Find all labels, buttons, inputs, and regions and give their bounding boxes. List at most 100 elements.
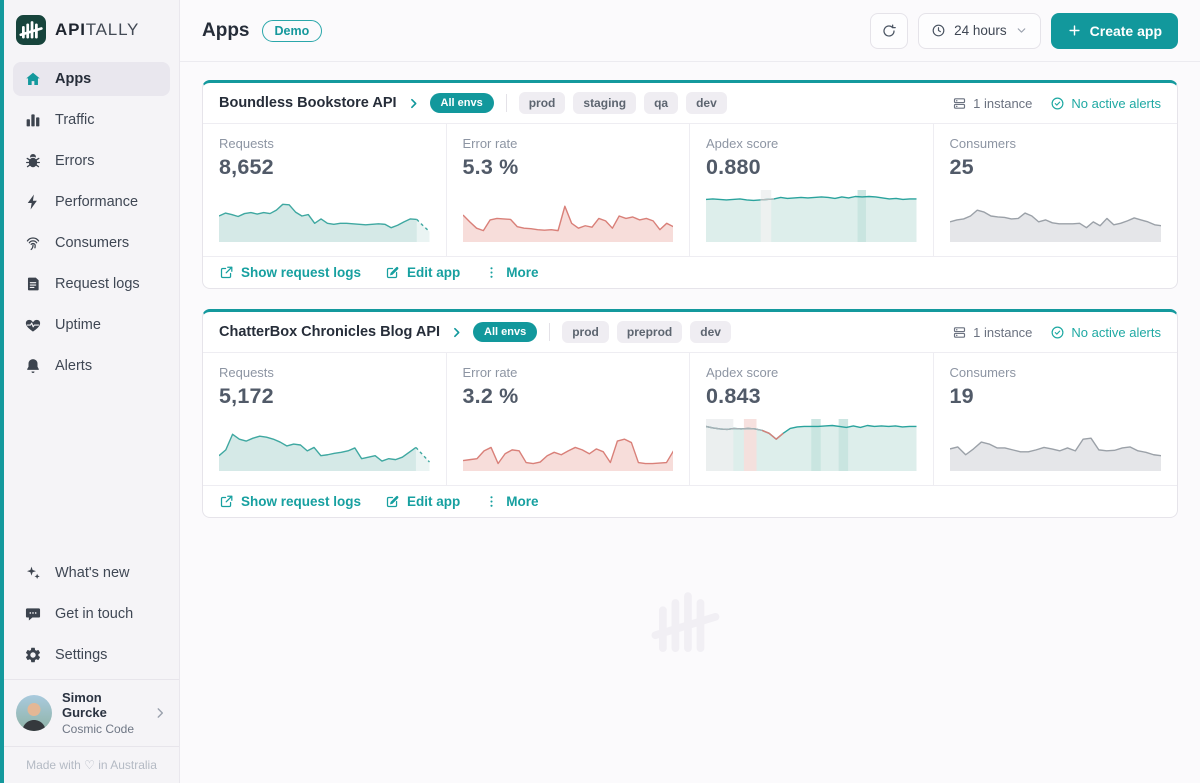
metric-error-rate: Error rate 3.2 % bbox=[447, 353, 690, 485]
sidebar-item-performance[interactable]: Performance bbox=[13, 185, 170, 219]
sidebar-item-label: Request logs bbox=[55, 276, 140, 292]
metric-value: 0.880 bbox=[706, 155, 761, 179]
alerts-status[interactable]: No active alerts bbox=[1050, 96, 1161, 111]
edit-icon bbox=[385, 494, 400, 509]
env-tag-prod[interactable]: prod bbox=[562, 321, 609, 343]
chevron-right-icon bbox=[450, 326, 463, 339]
sidebar-item-errors[interactable]: Errors bbox=[13, 144, 170, 178]
apitally-logo-icon bbox=[16, 15, 46, 45]
sparkline-chart[interactable] bbox=[462, 419, 674, 471]
metric-value: 25 bbox=[949, 155, 974, 179]
sparkline-chart[interactable] bbox=[949, 190, 1162, 242]
metric-consumers: Consumers 19 bbox=[934, 353, 1178, 485]
sidebar-item-get-in-touch[interactable]: Get in touch bbox=[13, 597, 170, 631]
sidebar-item-label: Alerts bbox=[55, 358, 93, 374]
clock-icon bbox=[931, 23, 946, 38]
refresh-button[interactable] bbox=[870, 12, 909, 49]
instance-count: 1 instance bbox=[952, 96, 1032, 111]
env-tag-dev[interactable]: dev bbox=[686, 92, 727, 114]
sidebar-item-request-logs[interactable]: Request logs bbox=[13, 267, 170, 301]
sparkline-chart[interactable] bbox=[706, 190, 917, 242]
bell-icon bbox=[24, 357, 42, 375]
more-action[interactable]: More bbox=[484, 494, 539, 509]
logs-icon bbox=[24, 275, 42, 293]
all-envs-badge[interactable]: All envs bbox=[473, 322, 538, 342]
user-org: Cosmic Code bbox=[62, 722, 135, 736]
env-tag-dev[interactable]: dev bbox=[690, 321, 731, 343]
divider bbox=[505, 94, 507, 112]
user-meta: Simon Gurcke Cosmic Code bbox=[62, 690, 143, 736]
app-card-actions: Show request logs Edit app More bbox=[203, 256, 1177, 288]
edit-app-action[interactable]: Edit app bbox=[385, 494, 460, 509]
sidebar-item-label: Consumers bbox=[55, 235, 130, 251]
metric-value: 0.843 bbox=[706, 384, 761, 408]
metric-apdex-score: Apdex score 0.843 bbox=[690, 353, 934, 485]
metric-label: Requests bbox=[219, 365, 274, 380]
sidebar-item-alerts[interactable]: Alerts bbox=[13, 349, 170, 383]
plus-icon bbox=[1067, 23, 1082, 38]
env-tag-staging[interactable]: staging bbox=[573, 92, 637, 114]
app-card-status: 1 instance No active alerts bbox=[952, 96, 1161, 111]
metrics-grid: Requests 5,172 Error rate 3.2 % Apdex sc… bbox=[203, 353, 1177, 485]
action-label: More bbox=[506, 494, 539, 509]
sparkline-chart[interactable] bbox=[462, 190, 674, 242]
edit-icon bbox=[385, 265, 400, 280]
env-tag-prod[interactable]: prod bbox=[518, 92, 566, 114]
env-tag-preprod[interactable]: preprod bbox=[616, 321, 683, 343]
alerts-status[interactable]: No active alerts bbox=[1050, 325, 1161, 340]
metric-label: Consumers bbox=[949, 365, 1016, 380]
refresh-icon bbox=[881, 23, 897, 39]
app-name[interactable]: ChatterBox Chronicles Blog API bbox=[219, 324, 441, 340]
sidebar-item-consumers[interactable]: Consumers bbox=[13, 226, 170, 260]
primary-nav: Apps Traffic Errors Performance Consumer… bbox=[4, 58, 179, 390]
topbar: Apps Demo 24 hours bbox=[180, 0, 1200, 62]
edit-app-action[interactable]: Edit app bbox=[385, 265, 460, 280]
sidebar-item-what-s-new[interactable]: What's new bbox=[13, 556, 170, 590]
heartbeat-icon bbox=[24, 316, 42, 334]
chevron-right-icon bbox=[153, 706, 167, 720]
bolt-icon bbox=[24, 193, 42, 211]
chevron-down-icon bbox=[1015, 24, 1028, 37]
metric-value: 19 bbox=[949, 384, 974, 408]
env-tag-qa[interactable]: qa bbox=[644, 92, 679, 114]
metric-label: Consumers bbox=[949, 136, 1016, 151]
all-envs-badge[interactable]: All envs bbox=[429, 93, 494, 113]
dots-vertical-icon bbox=[484, 494, 499, 509]
metric-requests: Requests 8,652 bbox=[203, 124, 447, 256]
sparkline-chart[interactable] bbox=[219, 190, 430, 242]
sidebar-item-apps[interactable]: Apps bbox=[13, 62, 170, 96]
brand-logo[interactable]: APITALLY bbox=[4, 0, 179, 58]
instance-count-label: 1 instance bbox=[973, 324, 1033, 340]
show-request-logs-action[interactable]: Show request logs bbox=[219, 494, 361, 509]
metrics-grid: Requests 8,652 Error rate 5.3 % Apdex sc… bbox=[203, 124, 1177, 256]
show-request-logs-action[interactable]: Show request logs bbox=[219, 265, 361, 280]
instance-count: 1 instance bbox=[952, 325, 1032, 340]
dots-vertical-icon bbox=[484, 265, 499, 280]
sparkline-chart[interactable] bbox=[949, 419, 1162, 471]
sparkline-chart[interactable] bbox=[219, 419, 430, 471]
sidebar-item-traffic[interactable]: Traffic bbox=[13, 103, 170, 137]
time-range-dropdown[interactable]: 24 hours bbox=[918, 12, 1041, 49]
sidebar-item-settings[interactable]: Settings bbox=[13, 638, 170, 672]
sparkles-icon bbox=[24, 564, 42, 582]
metric-value: 5.3 % bbox=[462, 155, 519, 179]
secondary-nav: What's new Get in touch Settings bbox=[4, 552, 179, 679]
sidebar-item-label: What's new bbox=[55, 565, 130, 581]
more-action[interactable]: More bbox=[484, 265, 539, 280]
app-name[interactable]: Boundless Bookstore API bbox=[219, 95, 397, 111]
metric-value: 5,172 bbox=[219, 384, 274, 408]
app-card-actions: Show request logs Edit app More bbox=[203, 485, 1177, 517]
sidebar-item-uptime[interactable]: Uptime bbox=[13, 308, 170, 342]
server-icon bbox=[952, 96, 967, 111]
sidebar-item-label: Get in touch bbox=[55, 606, 134, 622]
create-app-button[interactable]: Create app bbox=[1050, 12, 1178, 49]
action-label: More bbox=[506, 265, 539, 280]
metric-requests: Requests 5,172 bbox=[203, 353, 447, 485]
main-area: Apps Demo 24 hours bbox=[180, 0, 1200, 783]
action-label: Show request logs bbox=[241, 265, 362, 280]
sparkline-chart[interactable] bbox=[706, 419, 917, 471]
app-card-header: Boundless Bookstore API All envs prod sta… bbox=[203, 83, 1177, 124]
user-card[interactable]: Simon Gurcke Cosmic Code bbox=[4, 679, 179, 746]
demo-badge: Demo bbox=[261, 19, 323, 42]
alerts-status-label: No active alerts bbox=[1071, 324, 1161, 340]
